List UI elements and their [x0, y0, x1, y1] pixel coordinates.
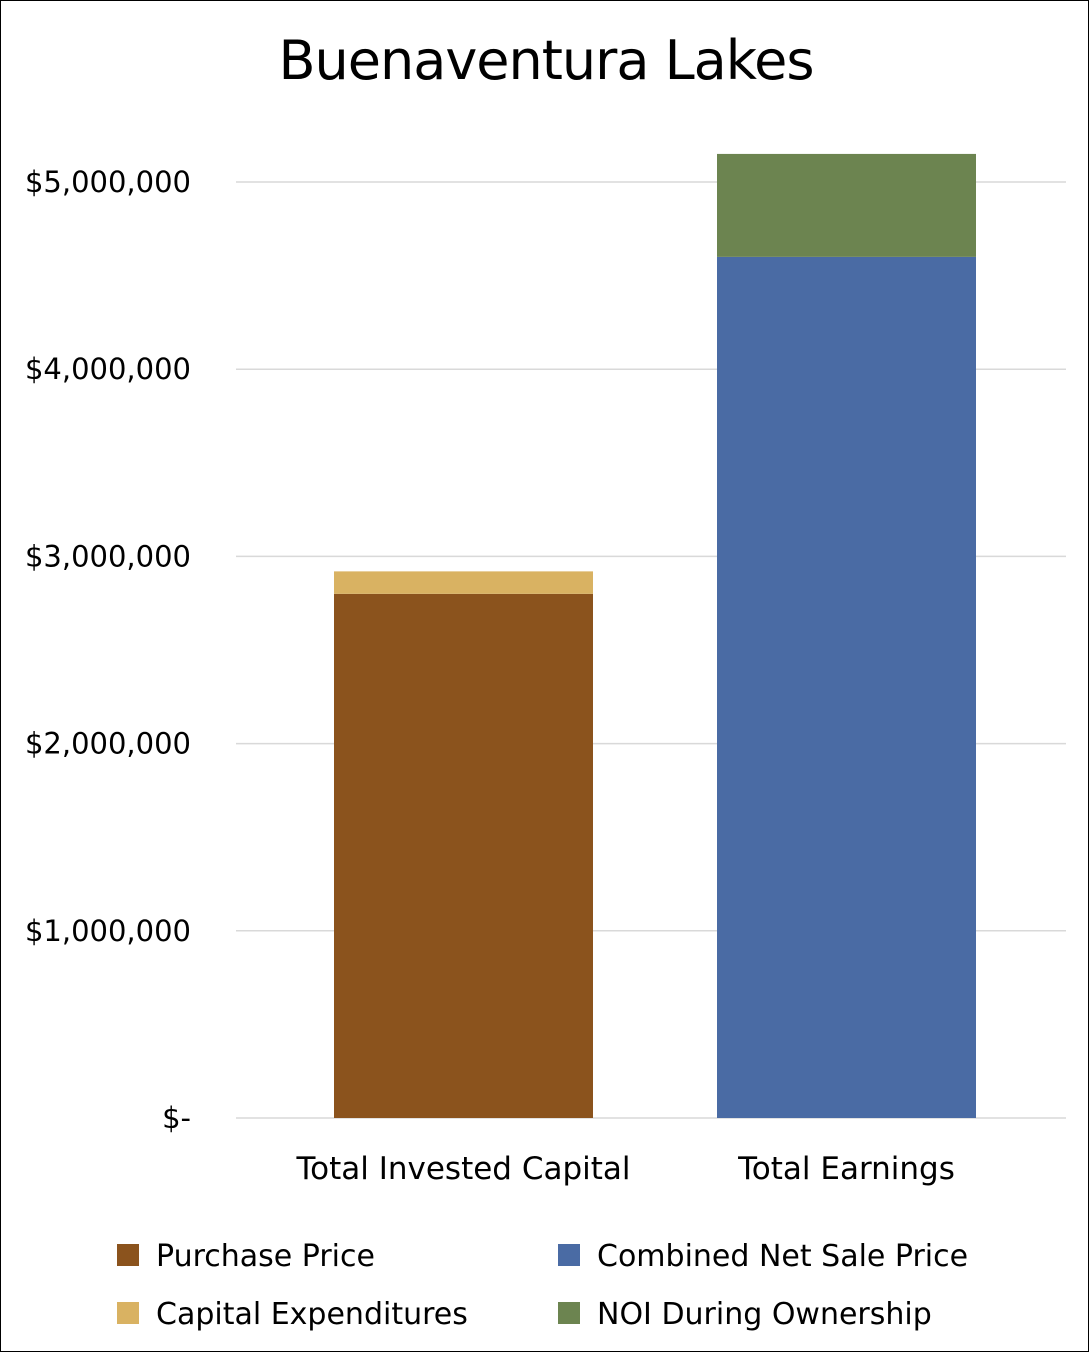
bar-segment-capital-expenditures: [334, 571, 593, 594]
legend-swatch: [558, 1244, 580, 1266]
y-tick-label: $3,000,000: [25, 539, 191, 573]
bar-segment-combined-net-sale-price: [717, 256, 976, 1118]
x-category-label: Total Invested Capital: [295, 1151, 630, 1187]
legend-label: NOI During Ownership: [597, 1297, 932, 1332]
y-tick-label: $4,000,000: [25, 352, 191, 386]
legend-label: Combined Net Sale Price: [597, 1239, 968, 1274]
legend-swatch: [558, 1302, 580, 1324]
legend-swatch: [117, 1244, 139, 1266]
x-axis-category-labels: Total Invested Capital Total Earnings: [295, 1151, 954, 1187]
bar-segment-noi-during-ownership: [717, 153, 976, 257]
x-category-label: Total Earnings: [737, 1151, 955, 1187]
bars: [334, 153, 976, 1118]
legend-label: Purchase Price: [156, 1239, 375, 1274]
legend-entry: Capital Expenditures: [117, 1297, 468, 1332]
chart-title: Buenaventura Lakes: [279, 29, 814, 92]
legend-entry: Purchase Price: [117, 1239, 375, 1274]
legend-entry: Combined Net Sale Price: [558, 1239, 968, 1274]
y-tick-label: $-: [162, 1101, 191, 1135]
legend-swatch: [117, 1302, 139, 1324]
y-axis-tick-labels: $- $1,000,000 $2,000,000 $3,000,000 $4,000,0…: [25, 165, 191, 1135]
bar-segment-purchase-price: [334, 593, 593, 1118]
legend: Purchase Price Combined Net Sale Price Cap…: [117, 1239, 968, 1332]
y-tick-label: $1,000,000: [25, 914, 191, 948]
legend-entry: NOI During Ownership: [558, 1297, 932, 1332]
legend-label: Capital Expenditures: [156, 1297, 468, 1332]
y-tick-label: $5,000,000: [25, 165, 191, 199]
y-tick-label: $2,000,000: [25, 727, 191, 761]
